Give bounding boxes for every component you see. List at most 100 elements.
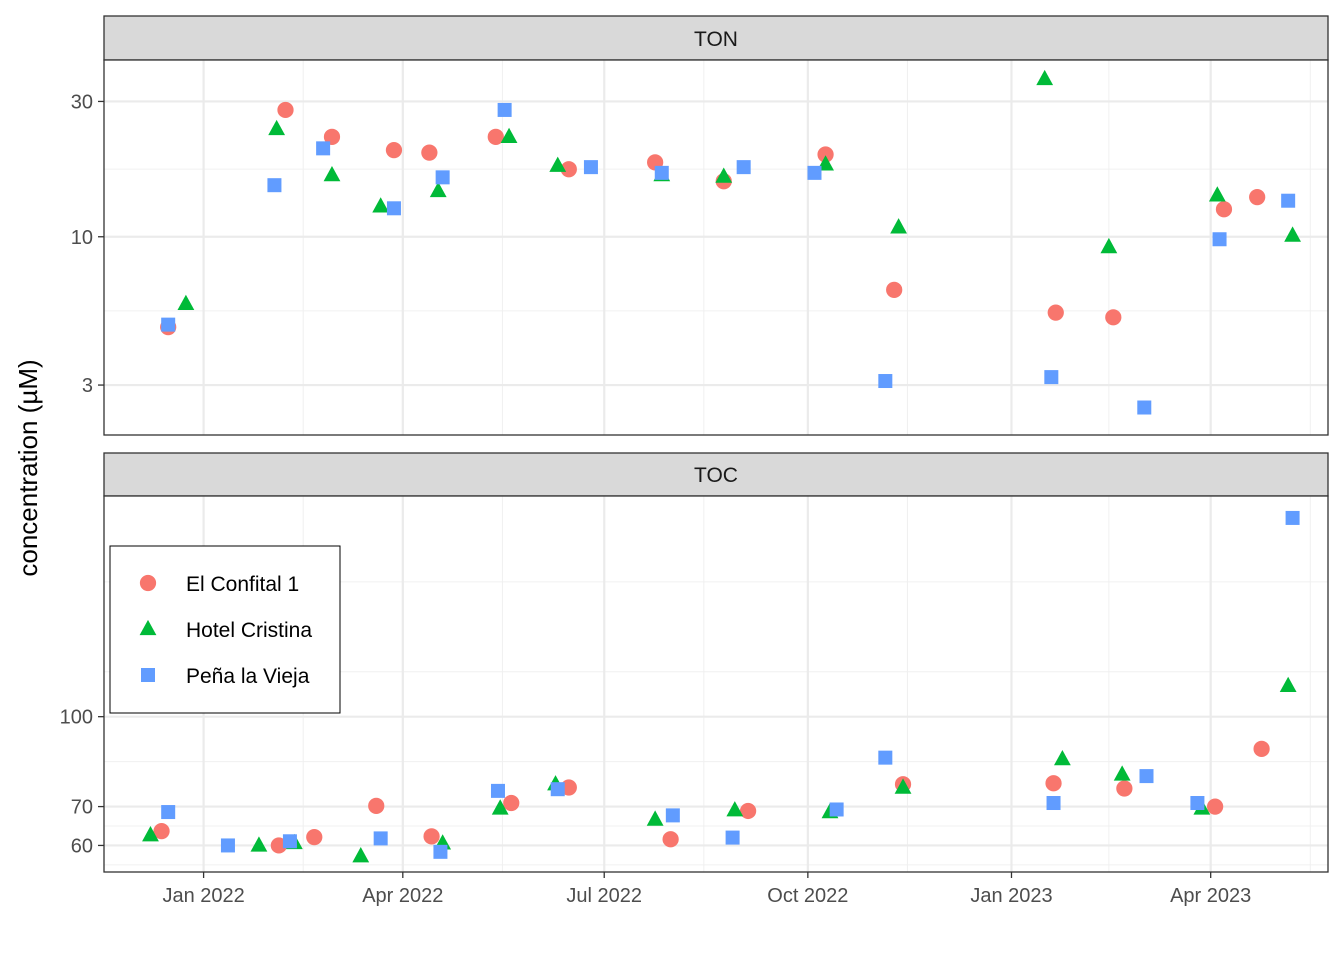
data-point [250,836,268,852]
points-ton [160,69,1301,415]
data-point [890,218,908,234]
y-axis-title: concentration (µM) [13,359,43,576]
data-point [1249,188,1266,206]
legend-label: Peña la Vieja [186,665,310,688]
data-point [435,170,450,185]
legend-key [139,574,157,592]
data-point [1116,780,1133,797]
data-point [1044,370,1059,385]
data-point [1212,232,1227,247]
x-tick-label: Oct 2022 [767,885,848,907]
panel-border-toc [103,495,1329,873]
data-point [1139,769,1154,784]
data-point [1253,740,1270,758]
data-point [583,160,598,175]
legend-label: El Confital 1 [186,573,299,596]
data-point [1053,750,1071,766]
data-point [1284,226,1301,242]
data-point [282,834,297,849]
y-tick-label: 30 [71,91,93,113]
data-point [429,181,447,198]
data-point [560,779,577,796]
panel-border-ton [103,59,1329,436]
data-point [270,837,287,854]
data-point [550,782,565,797]
y-tick-label: 3 [82,375,93,397]
x-tick-label: Apr 2023 [1170,885,1251,907]
data-point [878,750,893,765]
strip-label-toc: TOC [694,464,738,487]
data-point [1100,237,1118,254]
data-point [817,146,834,163]
data-point [487,128,504,145]
data-point [161,317,176,332]
x-tick-label: Jan 2022 [162,885,244,907]
data-point [1047,304,1064,321]
y-tick-label: 10 [71,227,93,249]
data-point [352,847,370,863]
data-point [878,374,893,389]
y-tick-label: 60 [71,835,93,857]
data-point [807,165,822,180]
legend-item: Peña la Vieja [141,665,310,688]
data-point [490,783,505,798]
data-point [829,802,844,817]
data-point [1137,400,1152,415]
legend: El Confital 1 Hotel Cristina Peña la Vieja [109,545,341,714]
points-toc [142,510,1300,863]
data-point [316,141,331,156]
data-point [736,160,751,175]
data-point [323,128,341,145]
data-point [323,165,341,182]
data-point [1045,775,1062,792]
grid-ton [104,60,1328,435]
data-point [500,127,518,144]
data-point [306,829,323,846]
x-tick-label: Jan 2023 [970,885,1052,907]
data-point [1215,201,1233,218]
y-tick-label: 70 [71,797,93,819]
data-point [665,808,680,823]
data-point [423,828,440,845]
legend-item: El Confital 1 [139,573,299,596]
legend-key [139,619,157,636]
data-point [1036,69,1054,86]
data-point [1113,765,1131,781]
data-point [491,799,509,815]
data-point [386,201,401,216]
data-point [1190,796,1205,811]
data-point [560,161,577,178]
data-point [726,801,744,817]
legend-label: Hotel Cristina [186,619,312,642]
x-tick-label: Apr 2022 [362,885,443,907]
data-point [1285,510,1300,525]
data-point [1281,193,1296,208]
y-ticks-ton: 3 10 30 [71,91,104,397]
y-ticks-toc: 60 70 100 [60,707,104,857]
x-tick-label: Jul 2022 [566,885,642,907]
data-point [267,178,282,193]
data-point [368,797,385,814]
data-point [385,142,403,159]
data-point [739,802,757,820]
data-point [161,805,176,820]
data-point [268,119,286,136]
strip-ton [103,15,1329,61]
y-tick-label: 100 [60,707,93,729]
x-axis: Jan 2022 Apr 2022 Jul 2022 Oct 2022 Jan 2023… [162,872,1251,907]
data-point [497,102,512,117]
panel-ton: TON 3 10 30 [71,15,1329,436]
strip-label-ton: TON [694,28,738,51]
data-point [177,294,195,311]
data-point [1208,186,1226,202]
legend-key [141,668,155,682]
data-point [220,838,235,853]
data-point [421,144,438,161]
data-point [886,281,903,298]
legend-item: Hotel Cristina [139,619,312,642]
data-point [1206,798,1224,815]
data-point [433,844,448,859]
data-point [549,156,567,172]
data-point [1279,676,1297,693]
